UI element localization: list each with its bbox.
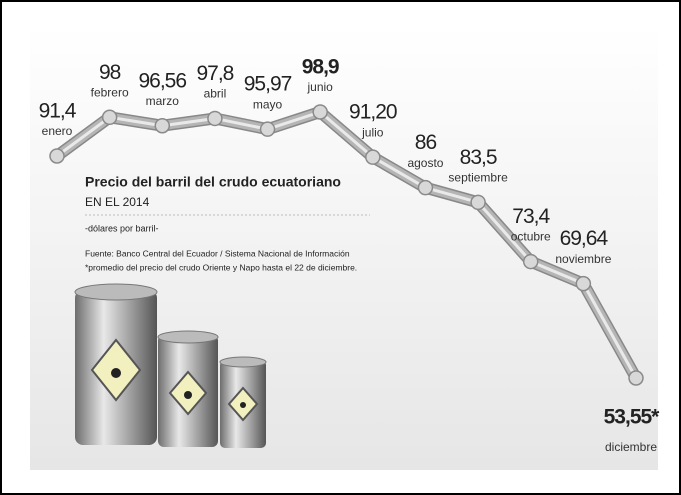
value-label: 86	[415, 131, 437, 154]
point	[312, 104, 328, 120]
value-label: 98	[99, 61, 121, 84]
month-label: junio	[307, 80, 334, 94]
point	[522, 253, 539, 270]
footnote: *promedio del precio del crudo Oriente y…	[85, 262, 357, 272]
month-label: octubre	[511, 230, 551, 244]
point	[470, 194, 486, 211]
month-label: septiembre	[448, 171, 508, 185]
point	[101, 109, 118, 126]
chart-title: Precio del barril del crudo ecuatoriano	[85, 174, 341, 190]
point	[417, 179, 434, 196]
month-label: febrero	[91, 85, 129, 99]
value-label: 97,8	[196, 62, 233, 85]
value-label: 91,20	[349, 101, 397, 124]
unit-note: -dólares por barril-	[85, 223, 159, 233]
point	[259, 121, 276, 137]
point	[207, 110, 223, 127]
month-label: enero	[42, 124, 73, 138]
value-label: 53,55*	[604, 406, 661, 429]
point	[49, 148, 65, 164]
month-label: julio	[361, 125, 384, 139]
point	[575, 275, 592, 292]
point	[365, 149, 381, 165]
value-label: 98,9	[302, 56, 339, 79]
value-label: 95,97	[244, 73, 292, 96]
month-label: abril	[204, 87, 227, 101]
month-label: noviembre	[555, 252, 611, 266]
value-label: 91,4	[39, 100, 77, 123]
value-label: 96,56	[138, 69, 186, 92]
value-label: 83,5	[460, 146, 497, 169]
chart-subtitle: EN EL 2014	[85, 195, 150, 209]
value-label: 69,64	[560, 227, 609, 250]
point	[154, 117, 171, 134]
barrels	[74, 283, 267, 448]
month-label: agosto	[407, 156, 443, 170]
month-label: marzo	[146, 94, 180, 108]
month-label: diciembre	[605, 440, 657, 454]
value-label: 73,4	[512, 205, 550, 228]
point	[628, 370, 644, 386]
line-highlight	[56, 110, 638, 379]
source-note: Fuente: Banco Central del Ecuador / Sist…	[85, 248, 350, 258]
month-label: mayo	[253, 97, 283, 111]
